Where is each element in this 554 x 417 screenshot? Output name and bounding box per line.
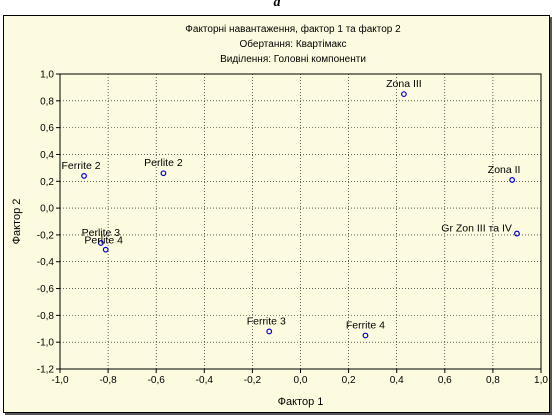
data-point: [514, 230, 520, 237]
point-label: Ferrite 3: [247, 315, 286, 327]
point-label: Perlite 4: [84, 235, 123, 247]
x-tick-label: 1,0: [534, 375, 548, 386]
x-tick-label: -0,6: [148, 375, 166, 386]
x-tick-label: 0,2: [342, 375, 356, 386]
y-tick-label: 1,0: [40, 70, 54, 81]
x-tick-label: 0,6: [438, 375, 452, 386]
point-label: Zona III: [386, 78, 422, 90]
point-label: Gr Zon III та IV: [441, 223, 512, 235]
x-tick-label: 0,8: [486, 375, 500, 386]
data-point: [160, 170, 167, 177]
data-point: [102, 246, 109, 253]
y-tick-label: -1,0: [37, 338, 55, 349]
y-tick-label: 0,2: [40, 177, 54, 188]
x-tick-label: -0,8: [99, 375, 117, 386]
y-tick-label: -0,6: [37, 284, 55, 295]
y-tick-label: -0,8: [37, 311, 55, 322]
x-tick-label: -0,4: [196, 375, 214, 386]
x-axis-label: Фактор 1: [278, 396, 324, 408]
chart-title-line: Виділення: Головні компоненти: [220, 54, 366, 65]
figure-caption: a: [273, 0, 281, 10]
x-tick-label: 0,4: [390, 375, 404, 386]
data-point: [362, 332, 369, 339]
point-label: Ferrite 4: [346, 319, 385, 331]
y-tick-label: -1,2: [37, 365, 55, 376]
chart-title-line: Факторні навантаження, фактор 1 та факто…: [185, 23, 401, 35]
point-label: Zona II: [488, 164, 521, 176]
data-point: [401, 91, 407, 98]
x-tick-label: -1,0: [51, 375, 69, 386]
data-point: [509, 177, 516, 183]
y-tick-label: 0,8: [40, 96, 54, 107]
data-point: [97, 240, 104, 246]
x-tick-label: 0,0: [294, 375, 308, 386]
data-point: [266, 328, 273, 335]
y-tick-label: -0,2: [37, 230, 55, 241]
point-label: Ferrite 2: [62, 160, 101, 172]
point-label: Perlite 2: [144, 157, 183, 169]
y-tick-label: 0,4: [40, 150, 54, 161]
y-tick-label: -0,4: [37, 257, 55, 268]
chart-frame: [3, 15, 550, 413]
chart-title-line: Обертання: Квартімакс: [240, 38, 347, 50]
y-tick-label: 0,6: [40, 123, 54, 134]
x-tick-label: -0,2: [244, 375, 262, 386]
y-axis-label: Фактор 2: [11, 199, 23, 245]
point-label: Perlite 3: [82, 227, 121, 239]
y-tick-label: 0,0: [40, 204, 54, 215]
data-point: [81, 173, 87, 179]
